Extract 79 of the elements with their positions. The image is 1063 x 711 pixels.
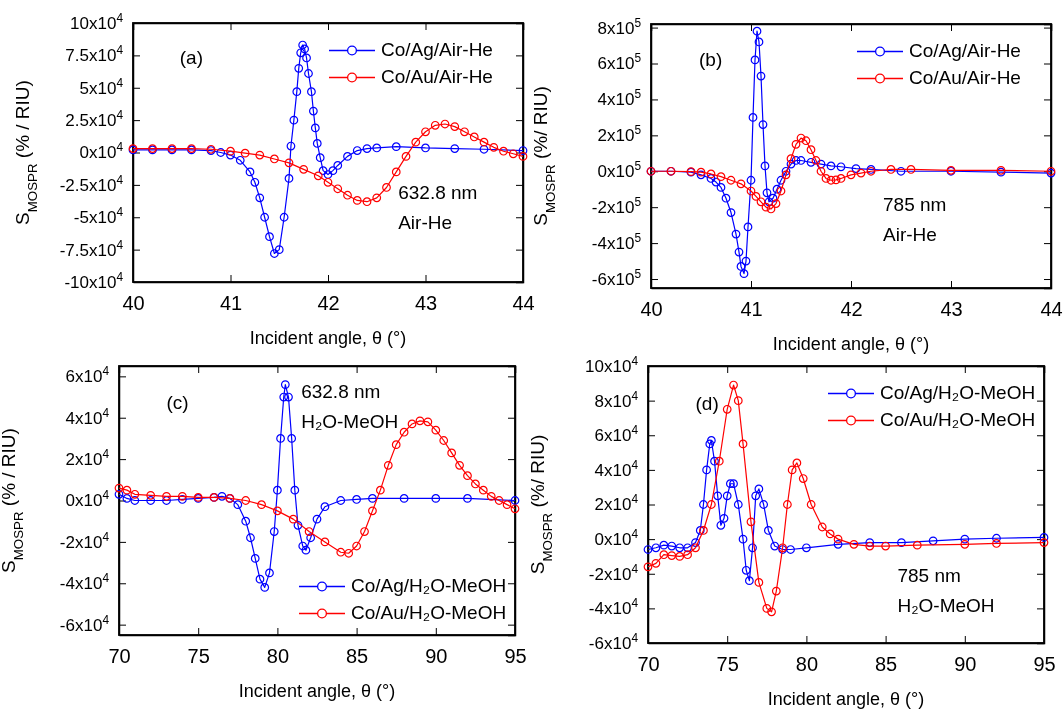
x-tick-label: 70 (108, 645, 131, 668)
annotation: 785 nm (897, 564, 961, 586)
y-tick-label: -6x10$^{4}$ (588, 630, 639, 653)
y-tick-label: 0x10$^{4}$ (65, 488, 110, 511)
annotation: 632.8 nm (301, 380, 381, 402)
x-tick-label: 44 (1040, 298, 1063, 321)
y-tick-label: 2x10$^{4}$ (594, 492, 639, 515)
annotation: H₂O-MeOH (301, 410, 399, 432)
annotation: (b) (699, 48, 723, 70)
x-tick-label: 40 (640, 298, 663, 321)
x-tick-label: 43 (940, 298, 963, 321)
x-tick-label: 42 (840, 298, 863, 321)
x-tick-label: 44 (512, 292, 535, 315)
legend-label: Co/Au/Air-He (909, 66, 1021, 88)
x-tick-label: 80 (795, 653, 819, 676)
x-tick-label: 42 (317, 292, 340, 315)
y-tick-label: -7.5x10$^{4}$ (59, 237, 124, 260)
x-tick-label: 85 (874, 653, 898, 676)
annotation: 632.8 nm (398, 181, 478, 203)
y-tick-label: 7.5x10$^{4}$ (65, 43, 124, 66)
legend-label: Co/Ag/Air-He (909, 39, 1021, 61)
annotation: 785 nm (883, 194, 947, 216)
y-tick-label: 6x10$^{4}$ (65, 364, 110, 387)
y-tick-label: 0x10$^{4}$ (594, 527, 639, 550)
x-tick-label: 43 (414, 292, 438, 315)
legend-label: Co/Au/Air-He (381, 65, 493, 87)
y-tick-label: 8x10$^{4}$ (594, 388, 639, 411)
y-tick-label: -6x10$^{4}$ (59, 612, 110, 635)
x-tick-label: 90 (425, 645, 448, 668)
y-tick-label: -10x10$^{4}$ (64, 269, 124, 292)
y-tick-label: 6x10$^{5}$ (597, 51, 642, 74)
annotation: (c) (166, 391, 189, 413)
x-tick-label: 75 (187, 645, 210, 668)
x-tick-label: 41 (219, 292, 243, 315)
x-tick-label: 80 (266, 645, 290, 668)
annotation: (d) (695, 392, 719, 414)
x-tick-label: 95 (504, 645, 527, 668)
annotation: Air-He (883, 224, 937, 246)
y-tick-label: -2.5x10$^{4}$ (59, 172, 124, 195)
y-tick-label: 6x10$^{4}$ (594, 423, 639, 446)
y-tick-label: 0x10$^{4}$ (79, 140, 124, 163)
legend-label: Co/Au/H₂O-MeOH (351, 601, 507, 623)
y-tick-label: -2x10$^{5}$ (591, 195, 642, 218)
y-tick-label: 2x10$^{4}$ (65, 447, 110, 470)
legend-label: Co/Ag/Air-He (381, 38, 493, 60)
x-axis-title: Incident angle, θ (°) (772, 334, 930, 354)
y-tick-label: 10x10$^{4}$ (585, 353, 639, 376)
y-tick-label: -2x10$^{4}$ (588, 561, 639, 584)
x-tick-label: 40 (122, 292, 145, 315)
x-axis-title: Incident angle, θ (°) (249, 328, 407, 348)
legend-label: Co/Ag/H₂O-MeOH (351, 574, 507, 596)
y-tick-label: 8x10$^{5}$ (597, 15, 642, 38)
y-tick-label: -4x10$^{5}$ (591, 231, 642, 254)
x-tick-label: 85 (345, 645, 369, 668)
annotation: H₂O-MeOH (897, 594, 995, 616)
y-tick-label: 2x10$^{5}$ (597, 123, 642, 146)
x-axis-title: Incident angle, θ (°) (767, 689, 925, 709)
x-tick-label: 75 (716, 653, 739, 676)
y-tick-label: 2.5x10$^{4}$ (65, 108, 124, 131)
annotation: Air-He (398, 211, 453, 233)
y-tick-label: 0x10$^{5}$ (597, 159, 642, 182)
annotation: (a) (179, 47, 204, 69)
x-tick-label: 90 (954, 653, 977, 676)
legend-label: Co/Ag/H₂O-MeOH (880, 381, 1036, 403)
y-tick-label: 5x10$^{4}$ (79, 75, 124, 98)
y-tick-label: -5x10$^{4}$ (73, 205, 124, 228)
y-tick-label: -2x10$^{4}$ (59, 529, 110, 552)
x-tick-label: 70 (637, 653, 660, 676)
y-tick-label: -4x10$^{4}$ (588, 596, 639, 619)
y-tick-label: 4x10$^{4}$ (65, 405, 110, 428)
x-axis-title: Incident angle, θ (°) (238, 681, 396, 701)
x-tick-label: 41 (740, 298, 763, 321)
y-tick-label: 10x10$^{4}$ (70, 10, 124, 33)
y-tick-label: 4x10$^{4}$ (594, 457, 639, 480)
legend-label: Co/Au/H₂O-MeOH (880, 408, 1036, 430)
y-tick-label: -6x10$^{5}$ (591, 266, 642, 289)
y-tick-label: -4x10$^{4}$ (59, 571, 110, 594)
x-tick-label: 95 (1033, 653, 1056, 676)
y-tick-label: 4x10$^{5}$ (597, 87, 642, 110)
